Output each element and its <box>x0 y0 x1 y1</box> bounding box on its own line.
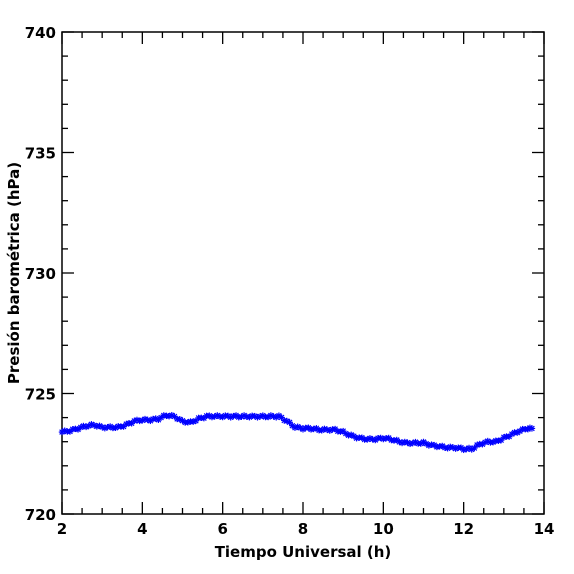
x-tick-label: 6 <box>217 520 227 538</box>
data-point <box>528 425 536 432</box>
x-axis-title: Tiempo Universal (h) <box>215 543 392 561</box>
y-tick-label: 720 <box>25 506 56 524</box>
x-tick-label: 12 <box>453 520 474 538</box>
y-tick-label: 740 <box>25 24 56 42</box>
x-tick-labels: 2 4 6 8 10 12 14 <box>57 520 555 538</box>
data-point <box>425 442 433 449</box>
y-tick-label: 725 <box>25 386 56 404</box>
data-points <box>58 411 536 454</box>
axis-ticks <box>61 31 545 515</box>
data-point <box>123 420 130 428</box>
data-point <box>208 413 216 421</box>
data-point <box>404 439 411 446</box>
plot-frame <box>61 31 545 515</box>
x-tick-label: 8 <box>298 520 308 538</box>
x-tick-label: 4 <box>137 520 147 538</box>
y-tick-labels: 720 725 730 735 740 <box>25 24 56 524</box>
data-point <box>286 419 293 426</box>
x-tick-label: 10 <box>373 520 394 538</box>
x-tick-label: 2 <box>57 520 67 538</box>
x-tick-label: 14 <box>534 520 555 538</box>
y-tick-label: 730 <box>25 265 56 283</box>
y-tick-label: 735 <box>25 145 56 163</box>
y-axis-title: Presión barométrica (hPa) <box>5 162 23 384</box>
data-point <box>444 445 451 452</box>
